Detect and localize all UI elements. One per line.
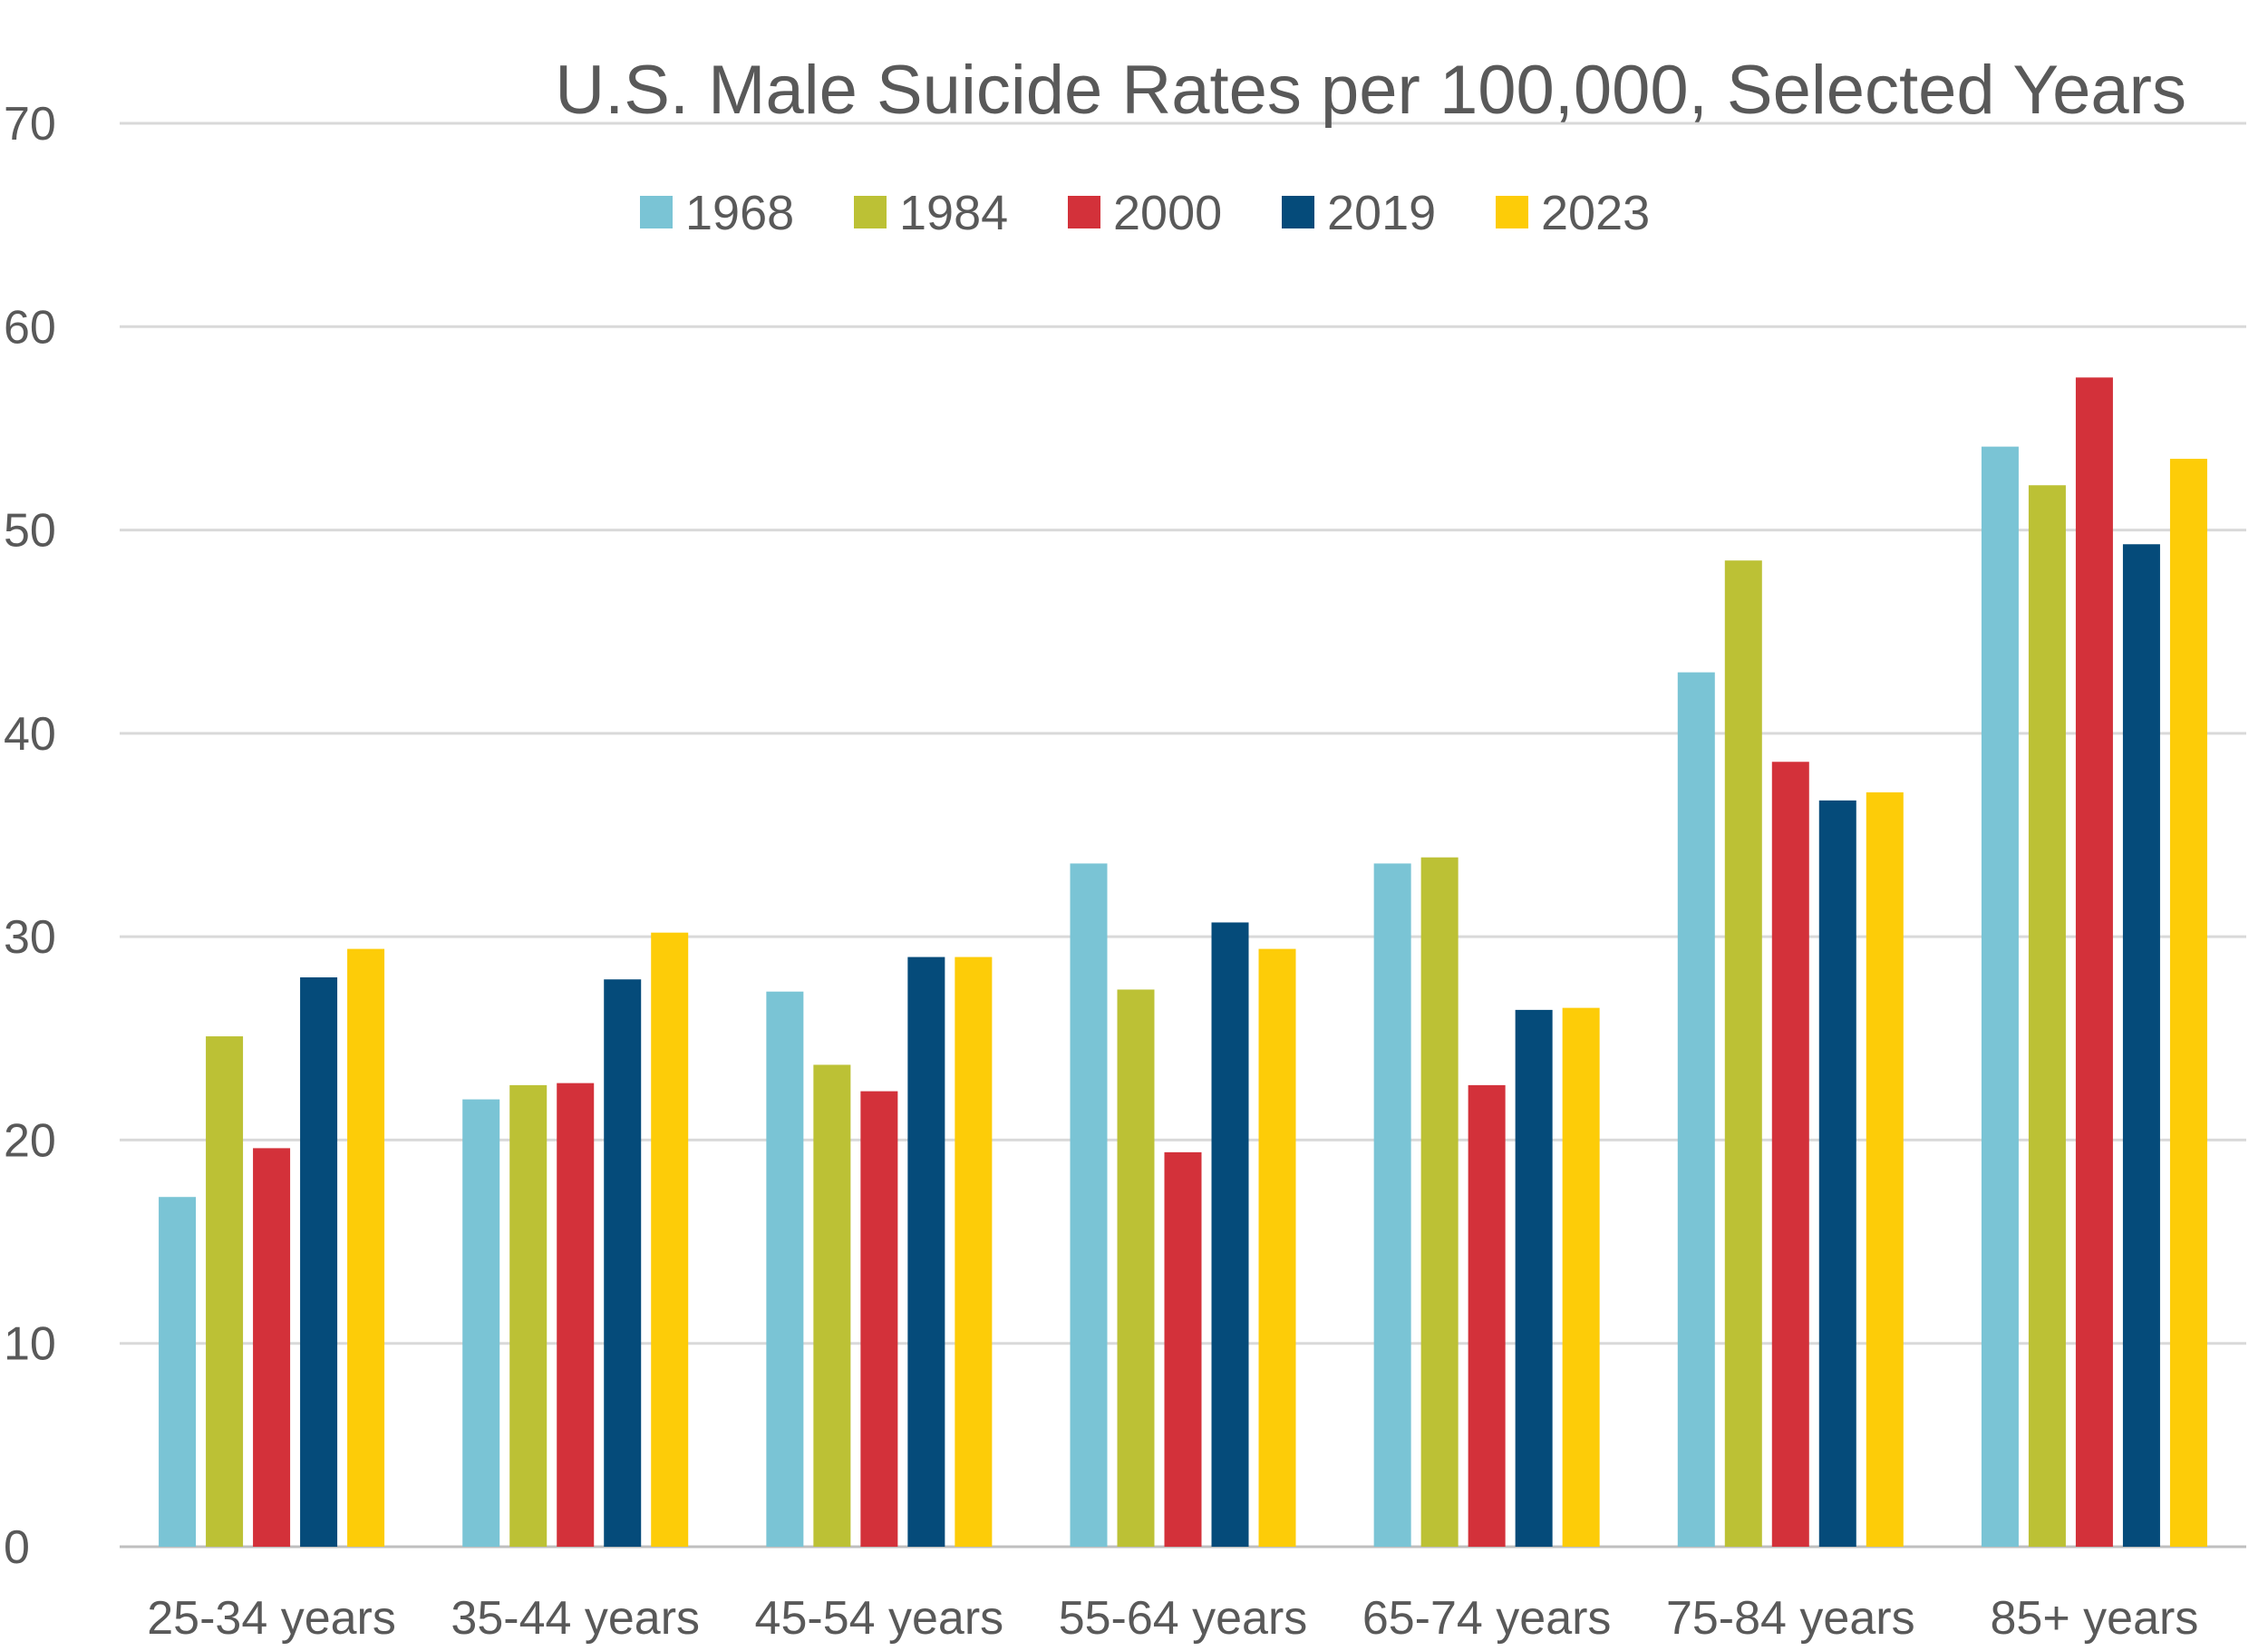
y-tick-label: 60 (4, 301, 56, 354)
y-tick-label: 50 (4, 505, 56, 558)
bar-2023-55-64-years (1258, 948, 1296, 1547)
x-tick-label: 75-84 years (1666, 1592, 1915, 1645)
x-tick-label: 65-74 years (1362, 1592, 1612, 1645)
bar-2000-45-54-years (860, 1091, 898, 1547)
legend-item: 1968 (640, 186, 794, 240)
bar-2019-35-44-years (604, 979, 642, 1547)
legend-label: 1968 (685, 186, 794, 240)
legend-label: 2019 (1327, 186, 1436, 240)
bar-1984-45-54-years (813, 1064, 851, 1547)
legend-item: 2019 (1282, 186, 1436, 240)
x-tick-label: 45-54 years (755, 1592, 1004, 1645)
y-tick-label: 40 (4, 708, 56, 761)
bar-2000-55-64-years (1164, 1151, 1202, 1547)
x-tick-label: 35-44 years (451, 1592, 700, 1645)
bars (159, 377, 2207, 1548)
legend-swatch (1282, 196, 1314, 228)
legend-item: 2000 (1068, 186, 1222, 240)
y-tick-label: 70 (4, 98, 56, 151)
y-tick-label: 0 (4, 1521, 30, 1574)
legend-item: 2023 (1496, 186, 1650, 240)
legend-item: 1984 (854, 186, 1008, 240)
legend-swatch (854, 196, 887, 228)
bar-2019-65-74-years (1515, 1009, 1553, 1547)
bar-2023-45-54-years (955, 957, 993, 1547)
legend-swatch (1068, 196, 1100, 228)
bar-1968-45-54-years (766, 991, 804, 1547)
bar-2000-35-44-years (557, 1083, 595, 1547)
bar-2000-25-34-years (253, 1148, 291, 1547)
bar-1984-35-44-years (509, 1084, 548, 1547)
bar-1968-75-84-years (1677, 672, 1715, 1547)
bar-2023-75-84-years (1866, 792, 1904, 1547)
y-tick-label: 20 (4, 1114, 56, 1167)
x-tick-label: 55-64 years (1059, 1592, 1308, 1645)
bar-1984-85-years (2028, 485, 2066, 1548)
y-tick-label: 10 (4, 1318, 56, 1371)
chart-title: U.S. Male Suicide Rates per 100,000, Sel… (555, 52, 2186, 129)
bar-2023-85-years (2169, 459, 2207, 1548)
legend-label: 2023 (1541, 186, 1650, 240)
bar-1984-55-64-years (1117, 989, 1155, 1547)
x-tick-label: 85+ years (1991, 1592, 2199, 1645)
bar-2023-25-34-years (347, 948, 385, 1547)
y-axis-ticks: 0 10 20 30 40 50 60 70 (4, 98, 56, 1574)
bar-2019-25-34-years (300, 977, 338, 1547)
bar-1968-25-34-years (159, 1197, 197, 1547)
legend-label: 2000 (1113, 186, 1222, 240)
bar-1968-85-years (1981, 446, 2019, 1548)
bar-2023-35-44-years (651, 932, 689, 1547)
x-tick-label: 25-34 years (147, 1592, 396, 1645)
bar-2000-65-74-years (1468, 1084, 1506, 1547)
bar-2000-85-years (2075, 377, 2113, 1547)
bar-1968-55-64-years (1070, 863, 1108, 1547)
bar-2019-85-years (2122, 544, 2160, 1547)
bar-2019-45-54-years (907, 957, 945, 1547)
bar-2019-55-64-years (1211, 922, 1249, 1547)
x-axis-ticks: 25-34 years 35-44 years 45-54 years 55-64 y… (147, 1592, 2198, 1645)
bar-2019-75-84-years (1818, 800, 1856, 1547)
bar-2000-75-84-years (1771, 762, 1809, 1547)
bar-1968-65-74-years (1373, 863, 1411, 1547)
legend: 1968 1984 2000 2019 2023 (640, 186, 1650, 240)
bar-1984-65-74-years (1420, 857, 1459, 1547)
bar-1984-75-84-years (1724, 560, 1762, 1547)
legend-swatch (1496, 196, 1528, 228)
bar-1984-25-34-years (206, 1036, 244, 1547)
bar-1968-35-44-years (462, 1099, 500, 1547)
y-tick-label: 30 (4, 911, 56, 964)
legend-swatch (640, 196, 673, 228)
bar-2023-65-74-years (1562, 1007, 1600, 1547)
legend-label: 1984 (899, 186, 1008, 240)
